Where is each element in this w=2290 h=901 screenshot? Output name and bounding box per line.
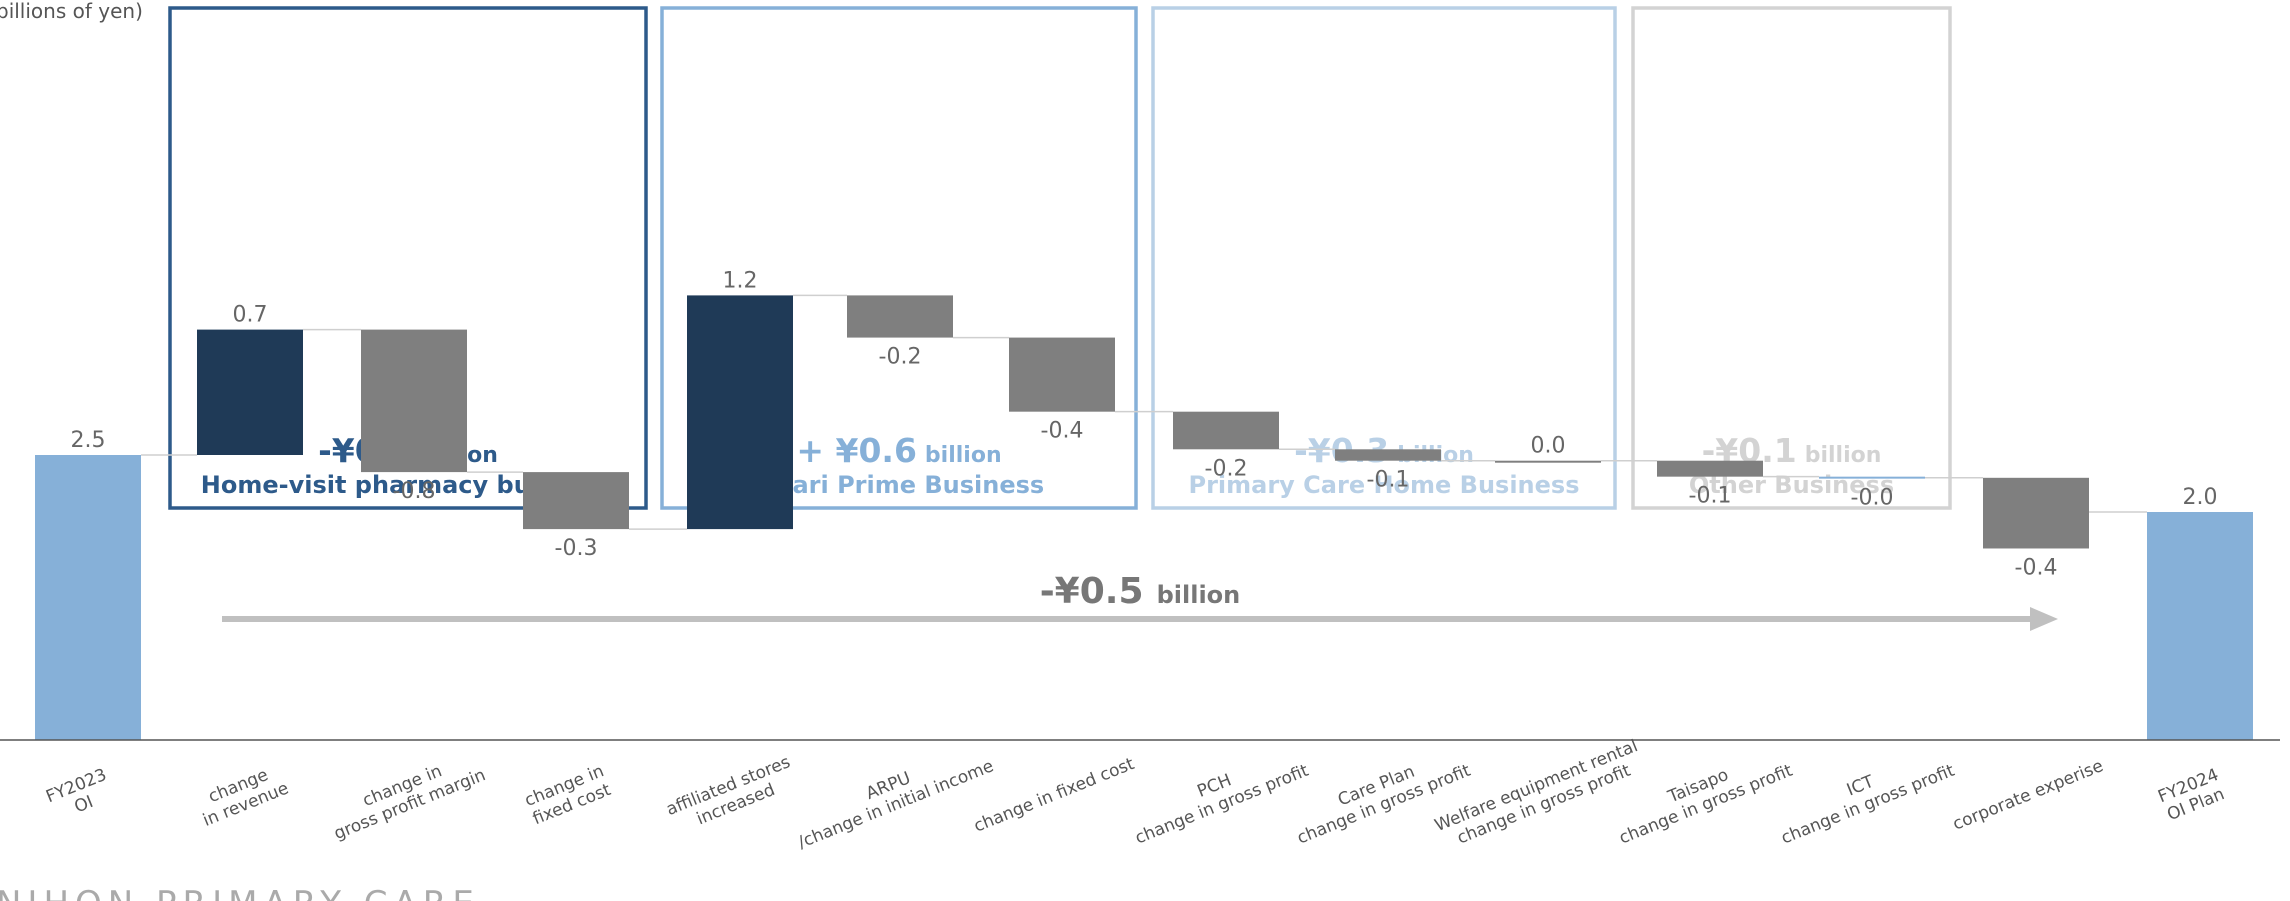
bar-2 xyxy=(361,329,467,473)
value-label-12: -0.4 xyxy=(2015,555,2058,580)
value-label-7: -0.2 xyxy=(1205,456,1248,481)
unit-label: billions of yen) xyxy=(0,0,143,23)
bar-5 xyxy=(847,295,953,338)
group-box xyxy=(1631,6,1952,510)
group-unit: billion xyxy=(1805,443,1882,468)
value-label-0: 2.5 xyxy=(71,428,106,453)
group-box xyxy=(660,6,1138,510)
group-name: Primary Care Home Business xyxy=(1188,471,1579,499)
group-unit: billion xyxy=(925,443,1002,468)
category-line: corporate experise xyxy=(1950,756,2106,835)
value-label-11: -0.0 xyxy=(1851,486,1894,511)
bar-10 xyxy=(1657,460,1763,477)
total-change-arrow: -¥0.5 billion xyxy=(222,571,2058,631)
value-label-10: -0.1 xyxy=(1689,484,1732,509)
bar-13 xyxy=(2147,512,2253,740)
category-line: /change in initial income xyxy=(795,756,996,853)
bar-6 xyxy=(1009,337,1115,412)
bar-1 xyxy=(197,329,303,455)
bar-3 xyxy=(523,472,629,530)
value-label-9: 0.0 xyxy=(1531,434,1566,459)
bar-12 xyxy=(1983,477,2089,549)
group-name: Kirari Prime Business xyxy=(754,471,1044,499)
category-label-5: ARPU/change in initial income xyxy=(795,756,996,853)
value-label-6: -0.4 xyxy=(1041,419,1084,444)
category-line: change in fixed cost xyxy=(971,754,1137,837)
group-amount: + ¥0.6 xyxy=(796,431,917,470)
bar-11 xyxy=(1819,476,1925,479)
group-amount-line: + ¥0.6 billion xyxy=(796,431,1001,470)
value-label-8: -0.1 xyxy=(1367,468,1410,493)
bar-7 xyxy=(1173,411,1279,450)
bar-0 xyxy=(35,455,141,740)
total-change-amount: -¥0.5 xyxy=(1040,571,1144,612)
arrow-head xyxy=(2030,607,2058,631)
bar-4 xyxy=(687,295,793,530)
value-label-2: -0.8 xyxy=(393,479,436,504)
value-label-3: -0.3 xyxy=(555,536,598,561)
bar-8 xyxy=(1335,449,1441,461)
group-box xyxy=(1151,6,1617,510)
footer-brand: NIHON PRIMARY CARE xyxy=(0,884,480,901)
value-label-13: 2.0 xyxy=(2183,485,2218,510)
value-label-5: -0.2 xyxy=(879,345,922,370)
category-label-6: change in fixed cost xyxy=(971,754,1137,837)
business-group-1: + ¥0.6 billion Kirari Prime Business xyxy=(660,6,1138,510)
total-change-label: -¥0.5 billion xyxy=(1040,571,1241,612)
category-label-12: corporate experise xyxy=(1950,756,2106,835)
value-label-4: 1.2 xyxy=(723,268,758,293)
value-label-1: 0.7 xyxy=(233,303,268,328)
bar-9 xyxy=(1495,460,1601,463)
group-box xyxy=(168,6,648,510)
total-change-unit: billion xyxy=(1157,581,1241,609)
